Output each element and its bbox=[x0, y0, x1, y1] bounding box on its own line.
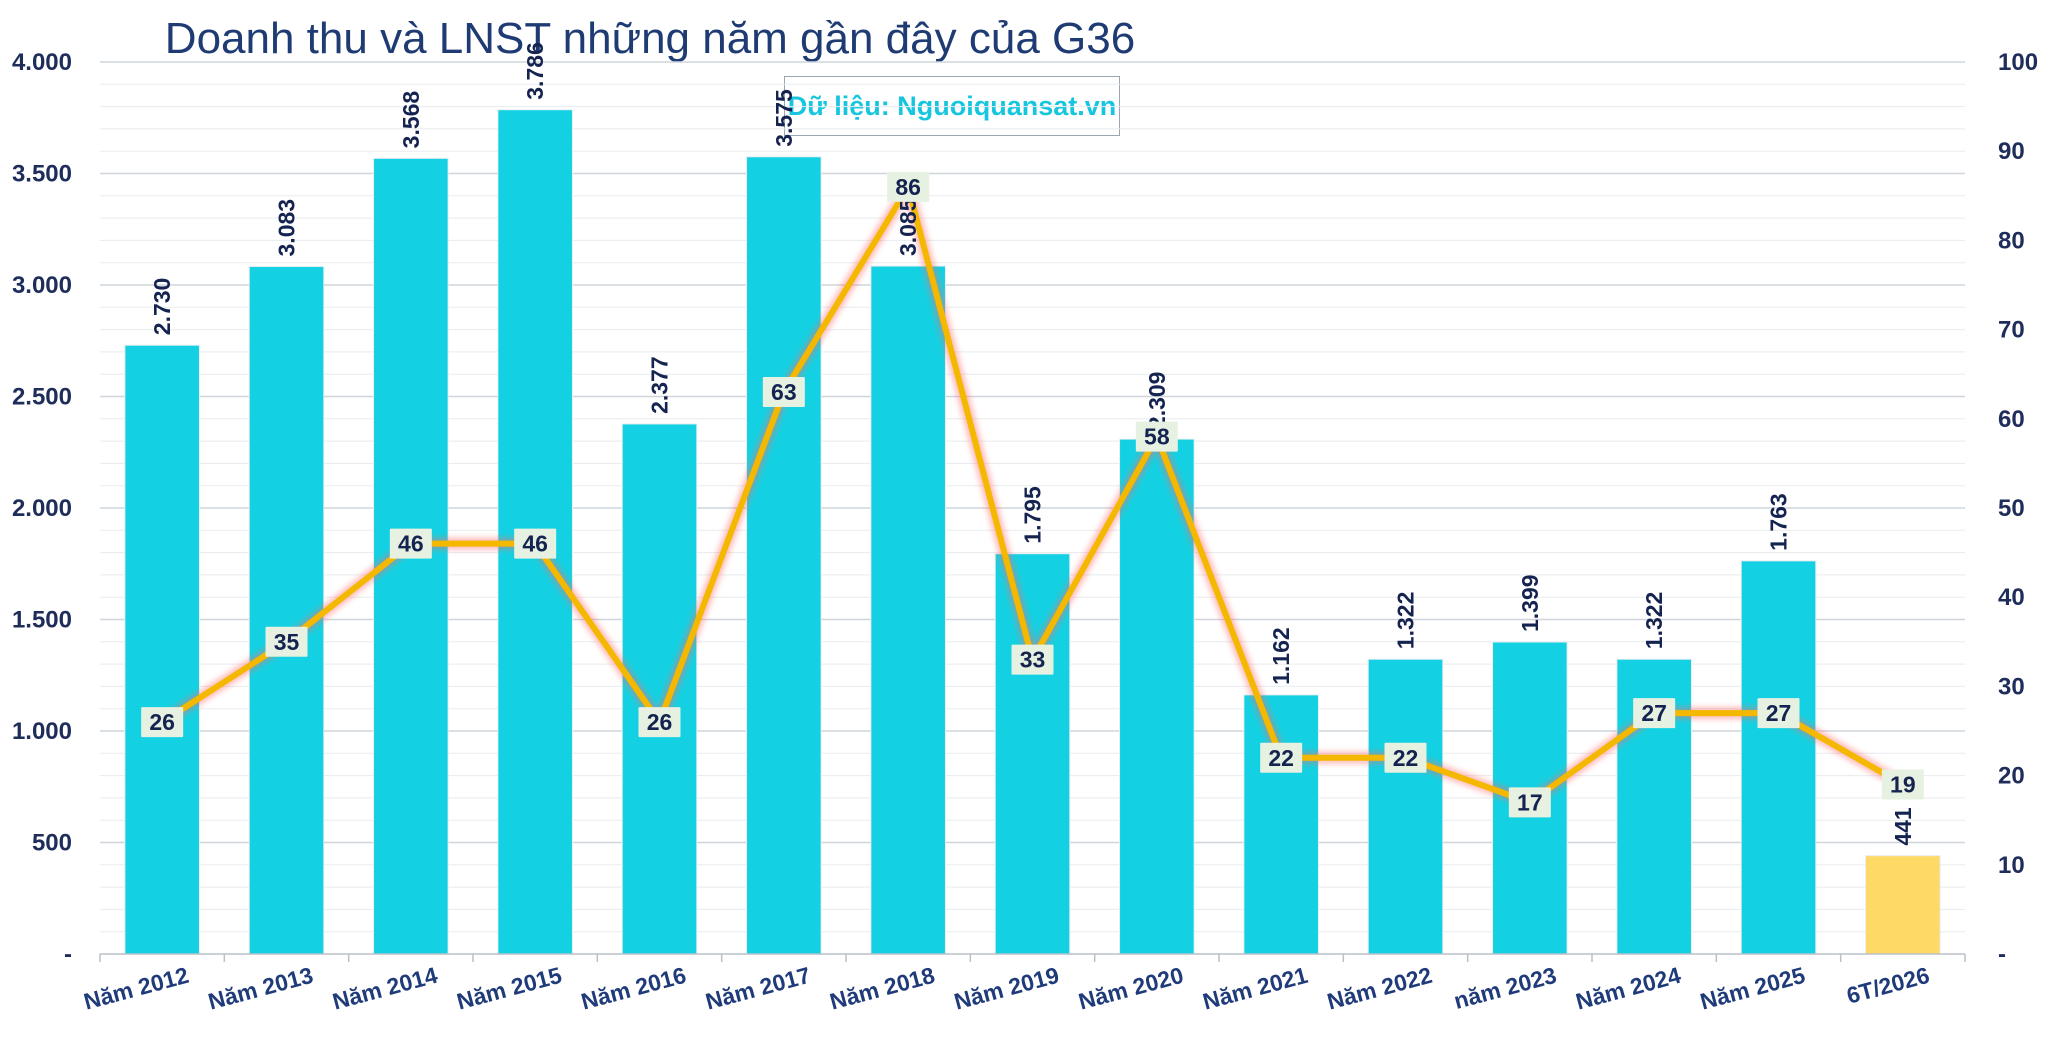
line-point-label: 86 bbox=[895, 174, 921, 200]
category-label: Năm 2018 bbox=[827, 962, 938, 1015]
line-point-label: 19 bbox=[1890, 772, 1916, 798]
bar-13 bbox=[1740, 560, 1817, 955]
bar-value-label: 2.309 bbox=[1144, 372, 1170, 430]
right-axis-tick-label: 100 bbox=[1998, 49, 2038, 76]
left-axis-tick-label: 4.000 bbox=[12, 49, 72, 76]
right-axis-tick-label: 80 bbox=[1998, 227, 2025, 254]
bar-6 bbox=[870, 265, 946, 955]
left-axis-tick-label: 2.500 bbox=[12, 384, 72, 411]
bar-0 bbox=[124, 344, 200, 955]
line-point-label: 35 bbox=[274, 629, 300, 655]
line-point-box bbox=[389, 528, 432, 559]
bar-value-label: 1.162 bbox=[1268, 627, 1294, 685]
line-point-label: 46 bbox=[398, 531, 424, 557]
right-axis-tick-label: 20 bbox=[1998, 763, 2025, 790]
right-axis-tick-label: 10 bbox=[1998, 852, 2025, 879]
category-label: năm 2023 bbox=[1451, 962, 1559, 1014]
source-box: Dữ liệu: Nguoiquansat.vn bbox=[784, 76, 1120, 136]
bars-layer bbox=[124, 109, 1941, 955]
bar-value-label: 3.568 bbox=[398, 91, 424, 149]
line-point-box bbox=[1508, 787, 1551, 818]
line-point-box bbox=[1011, 644, 1054, 675]
category-label: Năm 2025 bbox=[1697, 962, 1808, 1015]
bar-value-label: 1.322 bbox=[1393, 592, 1419, 650]
category-label: 6T/2026 bbox=[1844, 962, 1932, 1009]
category-label: Năm 2020 bbox=[1076, 962, 1186, 1015]
line-point-label: 27 bbox=[1766, 700, 1792, 726]
bar-value-label: 3.575 bbox=[771, 89, 797, 147]
line-point-label: 17 bbox=[1517, 789, 1543, 815]
line-point-box bbox=[1633, 698, 1676, 729]
axis-layer: - 500 1.000 1.500 2.000 2.500 3.000 3.500 4.000 -… bbox=[12, 49, 2038, 968]
right-axis-tick-label: 70 bbox=[1998, 317, 2025, 344]
right-axis-tick-label: 60 bbox=[1998, 406, 2025, 433]
bar-10 bbox=[1367, 658, 1444, 955]
bar-value-label: 3.085 bbox=[895, 198, 921, 256]
left-axis-tick-label: 1.500 bbox=[12, 607, 72, 634]
category-label: Năm 2012 bbox=[81, 962, 191, 1015]
line-point-label: 63 bbox=[771, 379, 797, 405]
chart-title: Doanh thu và LNST những năm gần đây của … bbox=[164, 14, 1136, 63]
category-label: Năm 2014 bbox=[330, 962, 441, 1015]
line-point-box bbox=[638, 707, 681, 738]
line-point-box bbox=[1260, 742, 1303, 773]
bar-value-label: 3.083 bbox=[274, 199, 300, 257]
bar-9 bbox=[1243, 694, 1319, 955]
category-label: Năm 2024 bbox=[1573, 962, 1684, 1015]
line-point-box bbox=[514, 528, 557, 559]
left-axis-tick-label: 3.500 bbox=[12, 161, 72, 188]
line-point-box bbox=[141, 707, 184, 738]
bar-8 bbox=[1119, 438, 1195, 955]
line-point-label: 27 bbox=[1641, 700, 1667, 726]
left-axis-tick-label: 500 bbox=[32, 830, 72, 857]
line-point-label: 46 bbox=[522, 531, 548, 557]
bar-value-label: 441 bbox=[1890, 807, 1916, 846]
bar-14 bbox=[1865, 855, 1941, 955]
bar-5 bbox=[746, 156, 822, 955]
bar-value-label: 1.763 bbox=[1766, 493, 1792, 551]
bar-value-label: 2.730 bbox=[149, 278, 175, 336]
category-label: Năm 2021 bbox=[1200, 962, 1311, 1015]
bar-value-label: 3.786 bbox=[522, 42, 548, 100]
line-point-box bbox=[265, 626, 308, 657]
category-label: Năm 2019 bbox=[951, 962, 1061, 1015]
line-point-box bbox=[1135, 421, 1178, 452]
category-label: Năm 2022 bbox=[1324, 962, 1434, 1015]
right-axis-tick-label: - bbox=[1998, 941, 2006, 968]
category-label: Năm 2017 bbox=[703, 962, 813, 1015]
right-axis-tick-label: 50 bbox=[1998, 495, 2025, 522]
source-text: Dữ liệu: Nguoiquansat.vn bbox=[787, 90, 1117, 121]
line-point-box bbox=[1384, 742, 1427, 773]
bar-value-label: 1.795 bbox=[1020, 486, 1046, 544]
right-axis-tick-label: 90 bbox=[1998, 138, 2025, 165]
line-point-label: 26 bbox=[647, 709, 673, 735]
line-point-label: 33 bbox=[1020, 647, 1046, 673]
left-axis-tick-label: 3.000 bbox=[12, 272, 72, 299]
left-axis-tick-label: 2.000 bbox=[12, 495, 72, 522]
bar-1 bbox=[248, 265, 325, 955]
right-axis-tick-label: 30 bbox=[1998, 673, 2025, 700]
line-point-label: 22 bbox=[1268, 745, 1294, 771]
bar-value-label: 1.399 bbox=[1517, 574, 1543, 632]
line-point-label: 26 bbox=[149, 709, 175, 735]
category-label: Năm 2013 bbox=[205, 962, 315, 1015]
right-axis-tick-label: 40 bbox=[1998, 584, 2025, 611]
line-point-box bbox=[1881, 769, 1924, 800]
category-label: Năm 2015 bbox=[454, 962, 565, 1015]
line-point-box bbox=[762, 377, 805, 408]
line-point-label: 22 bbox=[1393, 745, 1419, 771]
line-point-box bbox=[1757, 698, 1800, 729]
line-point-box bbox=[887, 171, 930, 202]
bar-value-label: 1.322 bbox=[1641, 592, 1667, 650]
category-label: Năm 2016 bbox=[578, 962, 688, 1015]
bar-value-label: 2.377 bbox=[647, 356, 673, 414]
left-axis-tick-label: - bbox=[64, 941, 72, 968]
line-point-label: 58 bbox=[1144, 424, 1170, 450]
left-axis-tick-label: 1.000 bbox=[12, 718, 72, 745]
